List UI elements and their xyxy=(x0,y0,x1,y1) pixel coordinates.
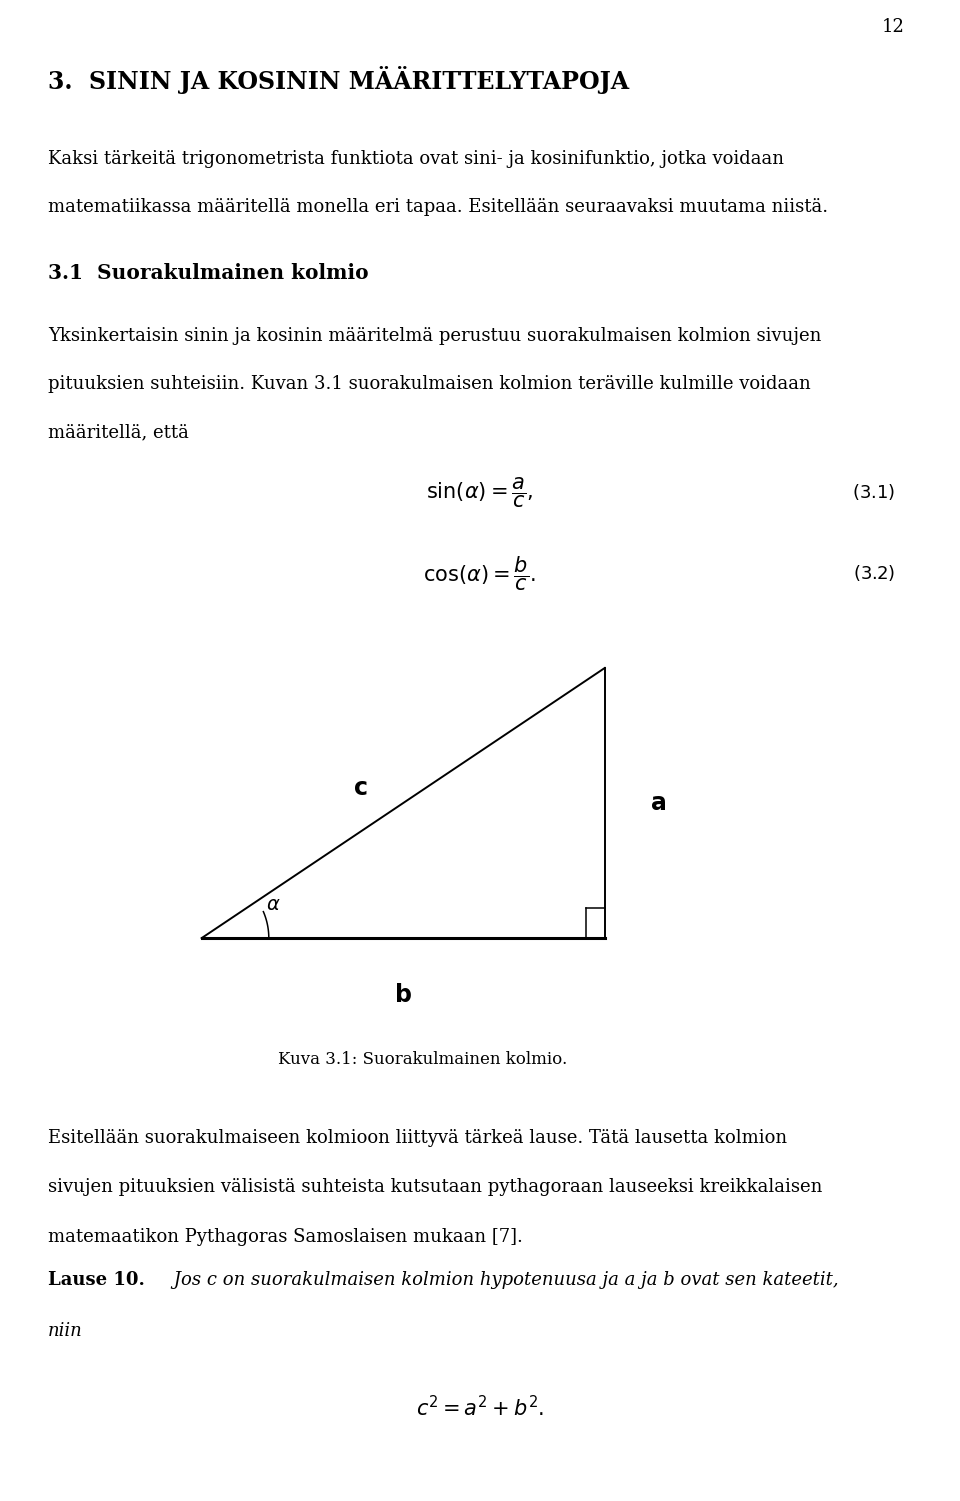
Text: 12: 12 xyxy=(881,18,904,36)
Text: $(3.2)$: $(3.2)$ xyxy=(852,563,895,584)
Text: 3.1  Suorakulmainen kolmio: 3.1 Suorakulmainen kolmio xyxy=(48,263,369,282)
Text: $\alpha$: $\alpha$ xyxy=(266,896,281,914)
Text: $\mathbf{b}$: $\mathbf{b}$ xyxy=(395,983,412,1007)
Text: $c^2 = a^2 + b^2.$: $c^2 = a^2 + b^2.$ xyxy=(416,1396,544,1420)
Text: Yksinkertaisin sinin ja kosinin määritelmä perustuu suorakulmaisen kolmion sivuj: Yksinkertaisin sinin ja kosinin määritel… xyxy=(48,327,822,345)
Text: $(3.1)$: $(3.1)$ xyxy=(852,482,895,503)
Text: $\mathbf{a}$: $\mathbf{a}$ xyxy=(650,791,665,815)
Text: niin: niin xyxy=(48,1322,83,1340)
Text: sivujen pituuksien välisistä suhteista kutsutaan pythagoraan lauseeksi kreikkala: sivujen pituuksien välisistä suhteista k… xyxy=(48,1178,823,1196)
Text: $\mathbf{c}$: $\mathbf{c}$ xyxy=(352,776,368,800)
Text: Kaksi tärkeitä trigonometrista funktiota ovat sini- ja kosinifunktio, jotka void: Kaksi tärkeitä trigonometrista funktiota… xyxy=(48,150,784,168)
Text: Kuva 3.1: Suorakulmainen kolmio.: Kuva 3.1: Suorakulmainen kolmio. xyxy=(277,1051,567,1067)
Text: $\cos(\alpha) = \dfrac{b}{c}.$: $\cos(\alpha) = \dfrac{b}{c}.$ xyxy=(423,554,537,593)
Text: määritellä, että: määritellä, että xyxy=(48,423,189,441)
Text: $\sin(\alpha) = \dfrac{a}{c},$: $\sin(\alpha) = \dfrac{a}{c},$ xyxy=(426,476,534,509)
Text: 3.  SININ JA KOSININ MÄÄRITTELYTAPOJA: 3. SININ JA KOSININ MÄÄRITTELYTAPOJA xyxy=(48,66,629,95)
Text: Jos c on suorakulmaisen kolmion hypotenuusa ja a ja b ovat sen kateetit,: Jos c on suorakulmaisen kolmion hypotenu… xyxy=(168,1271,839,1289)
Text: matematiikassa määritellä monella eri tapaa. Esitellään seuraavaksi muutama niis: matematiikassa määritellä monella eri ta… xyxy=(48,198,828,216)
Text: Lause 10.: Lause 10. xyxy=(48,1271,145,1289)
Text: Esitellään suorakulmaiseen kolmioon liittyvä tärkeä lause. Tätä lausetta kolmion: Esitellään suorakulmaiseen kolmioon liit… xyxy=(48,1129,787,1147)
Text: pituuksien suhteisiin. Kuvan 3.1 suorakulmaisen kolmion teräville kulmille voida: pituuksien suhteisiin. Kuvan 3.1 suoraku… xyxy=(48,375,811,393)
Text: matemaatikon Pythagoras Samoslaisen mukaan [7].: matemaatikon Pythagoras Samoslaisen muka… xyxy=(48,1228,523,1246)
